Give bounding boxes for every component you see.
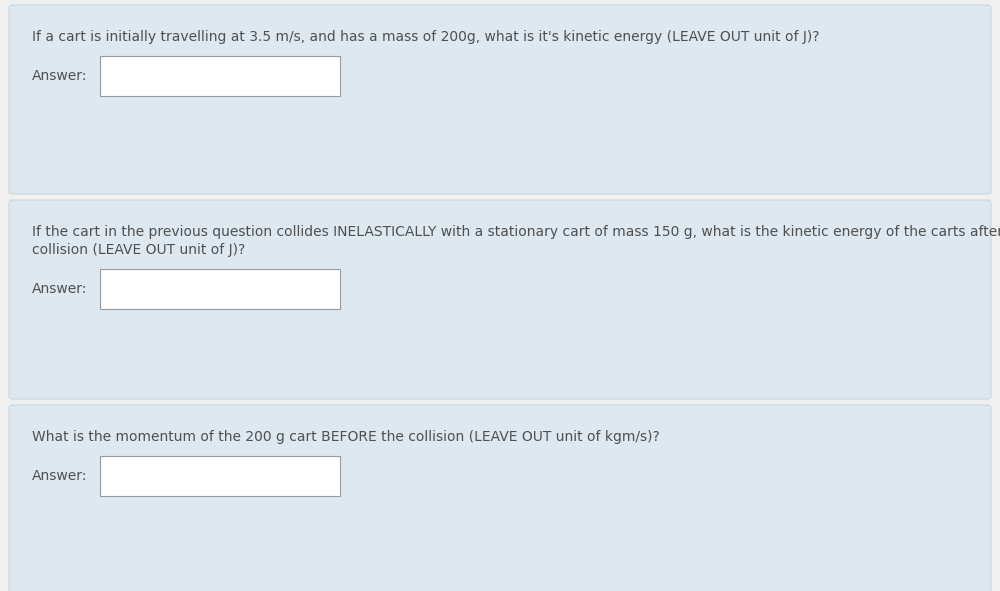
Text: Answer:: Answer:	[32, 282, 87, 296]
FancyBboxPatch shape	[100, 456, 340, 496]
Text: If a cart is initially travelling at 3.5 m/s, and has a mass of 200g, what is it: If a cart is initially travelling at 3.5…	[32, 30, 820, 44]
Text: Answer:: Answer:	[32, 469, 87, 483]
Text: Answer:: Answer:	[32, 69, 87, 83]
Text: What is the momentum of the 200 g cart BEFORE the collision (LEAVE OUT unit of k: What is the momentum of the 200 g cart B…	[32, 430, 660, 444]
FancyBboxPatch shape	[100, 269, 340, 309]
Text: If the cart in the previous question collides INELASTICALLY with a stationary ca: If the cart in the previous question col…	[32, 225, 1000, 239]
FancyBboxPatch shape	[9, 200, 991, 399]
FancyBboxPatch shape	[100, 56, 340, 96]
Text: collision (LEAVE OUT unit of J)?: collision (LEAVE OUT unit of J)?	[32, 243, 245, 257]
FancyBboxPatch shape	[9, 5, 991, 194]
FancyBboxPatch shape	[9, 405, 991, 591]
